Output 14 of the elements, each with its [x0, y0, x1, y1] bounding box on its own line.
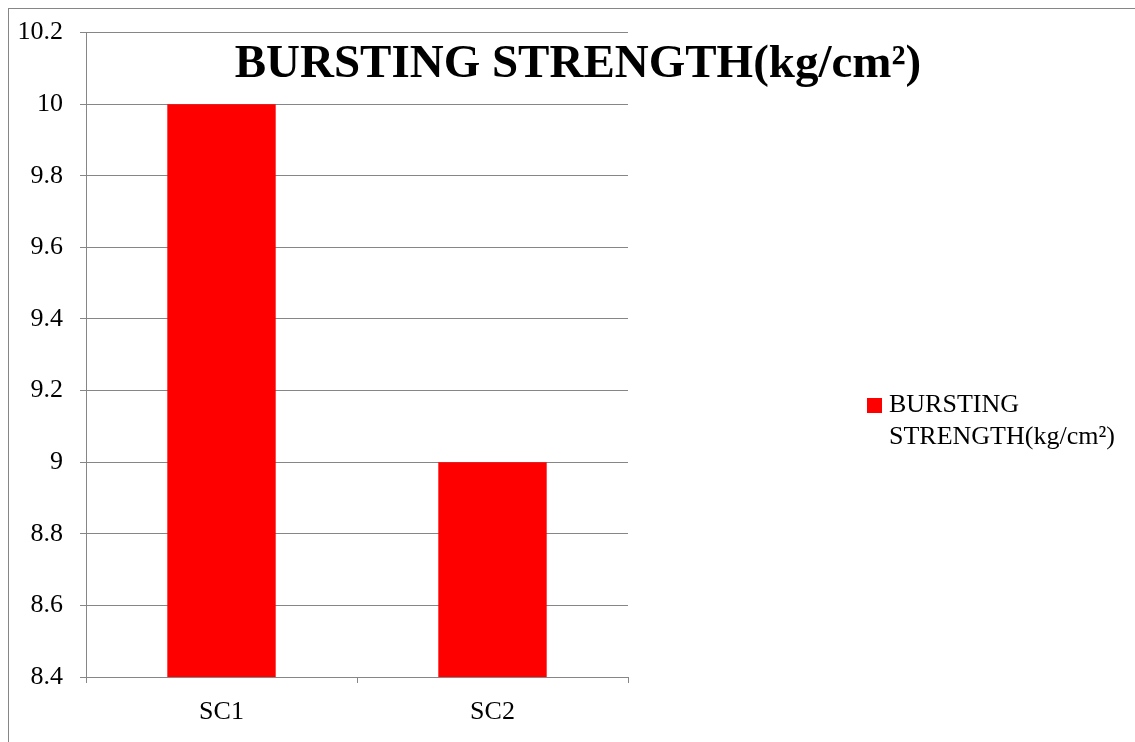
y-tick-label: 9.6 [30, 231, 63, 261]
y-tick-label: 9.4 [30, 302, 63, 332]
y-tick-label: 8.8 [30, 517, 63, 547]
y-tick-label: 10.2 [17, 16, 63, 46]
y-tick-label: 9.8 [30, 159, 63, 189]
x-tick-label: SC1 [199, 696, 244, 726]
y-tick-label: 9 [50, 446, 63, 476]
y-tick-label: 8.6 [30, 589, 63, 619]
y-tick-label: 9.2 [30, 374, 63, 404]
chart-title: BURSTING STRENGTH(kg/cm²) [234, 35, 922, 87]
legend-label: BURSTING STRENGTH(kg/cm²) [889, 389, 1115, 450]
x-tick-label: SC2 [470, 696, 515, 726]
y-tick-label: 8.4 [30, 660, 63, 690]
y-tick-label: 10 [37, 88, 63, 118]
